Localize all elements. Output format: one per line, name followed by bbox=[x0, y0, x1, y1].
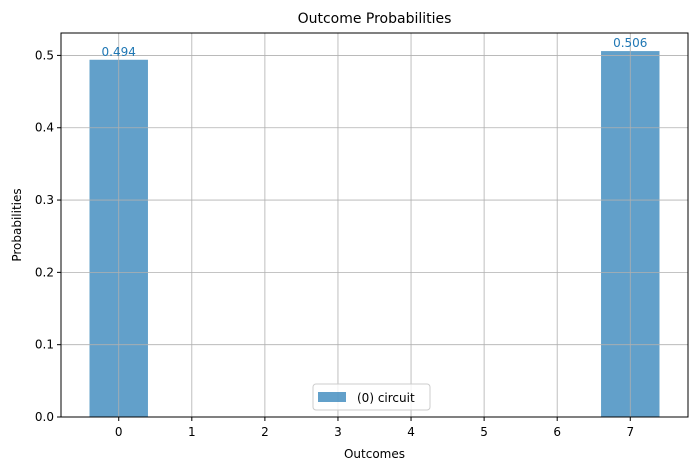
x-axis-label: Outcomes bbox=[344, 447, 405, 461]
chart-title: Outcome Probabilities bbox=[298, 11, 452, 27]
y-tick-label: 0.2 bbox=[35, 265, 54, 279]
legend: (0) circuit bbox=[312, 383, 431, 411]
legend-label: (0) circuit bbox=[357, 391, 415, 405]
legend-swatch bbox=[318, 392, 346, 402]
y-tick-label: 0.0 bbox=[35, 410, 54, 424]
y-tick-label: 0.4 bbox=[35, 121, 54, 135]
x-tick-label: 1 bbox=[188, 425, 196, 439]
plot-frame bbox=[60, 32, 689, 418]
legend-box bbox=[312, 383, 431, 411]
x-tick-label: 0 bbox=[115, 425, 123, 439]
x-tick-label: 6 bbox=[553, 425, 561, 439]
x-tick-label: 5 bbox=[480, 425, 488, 439]
x-tick-label: 3 bbox=[334, 425, 342, 439]
y-tick-label: 0.1 bbox=[35, 338, 54, 352]
y-tick-label: 0.3 bbox=[35, 193, 54, 207]
x-tick-label: 4 bbox=[407, 425, 415, 439]
x-tick-label: 7 bbox=[626, 425, 634, 439]
bar-value-label: 0.494 bbox=[102, 45, 136, 59]
x-tick-label: 2 bbox=[261, 425, 269, 439]
y-axis-label: Probabilities bbox=[10, 188, 24, 261]
bar-value-label: 0.506 bbox=[613, 36, 647, 50]
y-tick-label: 0.5 bbox=[35, 48, 54, 62]
